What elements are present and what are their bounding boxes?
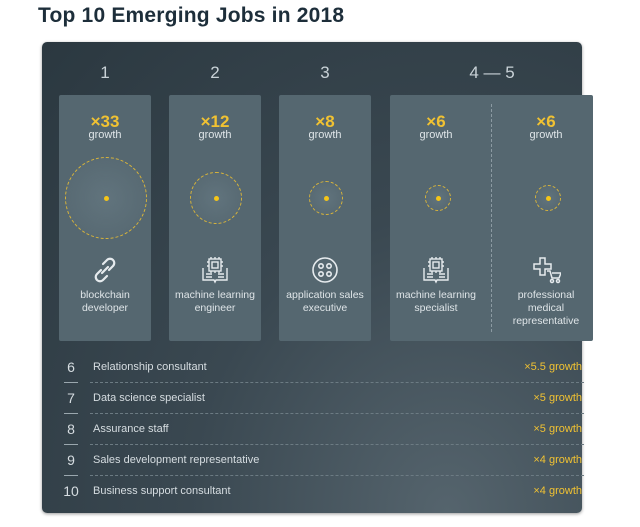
growth-value: ×5 growth (533, 423, 582, 435)
app-grid-icon (312, 257, 338, 283)
column-header-2: 2 (210, 63, 220, 82)
growth-circle (190, 172, 242, 224)
growth-multiplier: ×6 (426, 112, 446, 131)
growth-value: ×5 growth (533, 392, 582, 404)
top-job-1: ×33 growth blockchain developer (59, 95, 151, 341)
chip-book-icon (423, 257, 449, 284)
growth-circle (309, 181, 343, 215)
list-item-10: 10 Business support consultant ×4 growth (62, 478, 582, 506)
rank-underline (64, 382, 78, 383)
rank-number: 8 (67, 421, 75, 437)
growth-multiplier: ×12 (200, 112, 230, 131)
growth-circle (535, 185, 561, 211)
rank-underline (64, 475, 78, 476)
job-name: professional medical representative (512, 289, 580, 327)
row-divider (90, 413, 584, 414)
chip-book-icon (202, 257, 228, 284)
growth-circle (425, 185, 451, 211)
column-header-4-5: 4 — 5 (469, 63, 515, 82)
job-name: Sales development representative (93, 454, 260, 466)
growth-label: growth (198, 129, 232, 141)
growth-multiplier: ×6 (536, 112, 556, 131)
medical-cart-icon (533, 257, 561, 284)
job-name: machine learning engineer (175, 289, 255, 314)
growth-circle (65, 157, 147, 239)
rank-number: 7 (67, 390, 75, 406)
row-divider (90, 444, 584, 445)
growth-dot (213, 195, 219, 201)
list-item-6: 6 Relationship consultant ×5.5 growth (62, 354, 582, 382)
list-item-9: 9 Sales development representative ×4 gr… (62, 447, 582, 475)
row-divider (90, 475, 584, 476)
growth-label: growth (419, 129, 453, 141)
job-name: blockchain developer (80, 289, 130, 314)
job-name: Relationship consultant (93, 361, 207, 373)
top-job-2: ×12 growth machine learning engineer (169, 95, 261, 341)
growth-multiplier: ×33 (90, 112, 120, 131)
chain-link-icon (94, 257, 116, 283)
growth-dot (435, 195, 441, 201)
page-title: Top 10 Emerging Jobs in 2018 (38, 4, 345, 27)
top-job-4: ×6 growth machine learning specialist (390, 95, 482, 341)
growth-multiplier: ×8 (315, 112, 335, 131)
growth-dot (545, 195, 551, 201)
job-name: machine learning specialist (396, 289, 476, 314)
growth-dot (103, 195, 109, 201)
row-divider (90, 382, 584, 383)
rank-underline (64, 413, 78, 414)
growth-value: ×4 growth (533, 454, 582, 466)
growth-value: ×5.5 growth (524, 361, 582, 373)
job-name: application sales executive (286, 289, 364, 314)
job-name: Assurance staff (93, 423, 169, 435)
job-name: Business support consultant (93, 485, 231, 497)
growth-label: growth (308, 129, 342, 141)
growth-label: growth (529, 129, 563, 141)
growth-value: ×4 growth (533, 485, 582, 497)
top-job-3: ×8 growth application sales executive (279, 95, 371, 341)
rank-number: 9 (67, 452, 75, 468)
top-job-5: ×6 growth professional medical represent… (500, 95, 592, 341)
job-name: Data science specialist (93, 392, 205, 404)
column-header-3: 3 (320, 63, 330, 82)
job-card-3 (279, 95, 371, 341)
growth-label: growth (88, 129, 122, 141)
growth-dot (323, 195, 329, 201)
list-item-8: 8 Assurance staff ×5 growth (62, 416, 582, 444)
column-header-1: 1 (100, 63, 110, 82)
card-divider (491, 104, 492, 332)
rank-underline (64, 444, 78, 445)
rank-number: 10 (63, 483, 79, 499)
rank-number: 6 (67, 359, 75, 375)
list-item-7: 7 Data science specialist ×5 growth (62, 385, 582, 413)
